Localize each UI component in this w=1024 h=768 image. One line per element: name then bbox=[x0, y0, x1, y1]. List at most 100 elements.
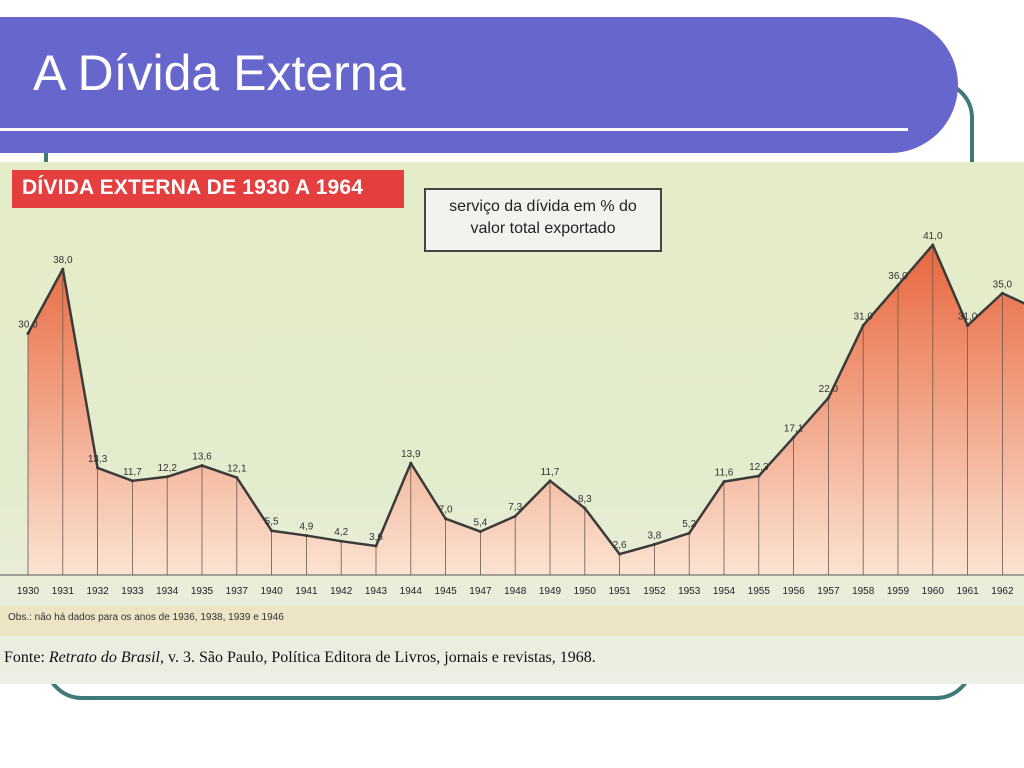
data-point bbox=[200, 464, 204, 468]
x-tick-label: 1932 bbox=[86, 586, 109, 597]
x-tick-label: 1930 bbox=[17, 586, 40, 597]
x-tick-label: 1942 bbox=[330, 586, 353, 597]
data-point bbox=[1000, 291, 1004, 295]
data-label: 31,0 bbox=[958, 311, 978, 322]
title-underline bbox=[0, 128, 908, 131]
data-label: 4,2 bbox=[334, 527, 348, 538]
data-point bbox=[478, 530, 482, 534]
data-label: 36,0 bbox=[888, 271, 908, 282]
source-prefix: Fonte: bbox=[4, 649, 49, 666]
series-line bbox=[26, 243, 1024, 556]
data-label: 8,3 bbox=[578, 494, 592, 505]
data-point bbox=[61, 267, 65, 271]
chart-title-box bbox=[12, 170, 404, 208]
data-point bbox=[548, 479, 552, 483]
obs-note: Obs.: não há dados para os anos de 1936,… bbox=[8, 612, 284, 623]
x-tick-label: 1948 bbox=[504, 586, 527, 597]
data-label: 4,9 bbox=[299, 522, 313, 533]
chart-title: DÍVIDA EXTERNA DE 1930 A 1964 bbox=[22, 176, 364, 199]
data-label: 35,0 bbox=[993, 279, 1013, 290]
data-point bbox=[652, 542, 656, 546]
data-label: 31,0 bbox=[853, 311, 873, 322]
data-label: 13,9 bbox=[401, 449, 421, 460]
data-point bbox=[618, 552, 622, 556]
x-tick-label: 1934 bbox=[156, 586, 179, 597]
data-point bbox=[130, 479, 134, 483]
x-tick-label: 1941 bbox=[295, 586, 318, 597]
data-point bbox=[513, 514, 517, 518]
data-point bbox=[861, 323, 865, 327]
data-label: 17,1 bbox=[784, 423, 804, 434]
data-label: 5,4 bbox=[473, 518, 487, 529]
x-tick-label: 1950 bbox=[574, 586, 597, 597]
data-label: 5,5 bbox=[265, 517, 279, 528]
data-point bbox=[792, 435, 796, 439]
data-label: 13,6 bbox=[192, 452, 212, 463]
x-tick-label: 1957 bbox=[817, 586, 840, 597]
chart-area bbox=[28, 244, 1024, 575]
data-point bbox=[304, 534, 308, 538]
source-rest: , v. 3. São Paulo, Política Editora de L… bbox=[160, 649, 596, 666]
x-tick-label: 1959 bbox=[887, 586, 910, 597]
x-tick-label: 1952 bbox=[643, 586, 666, 597]
data-point bbox=[931, 243, 935, 247]
data-point bbox=[409, 461, 413, 465]
data-point bbox=[374, 544, 378, 548]
x-tick-label: 1955 bbox=[748, 586, 771, 597]
x-tick-label: 1933 bbox=[121, 586, 144, 597]
data-point bbox=[583, 506, 587, 510]
data-label: 12,2 bbox=[157, 463, 177, 474]
data-label: 7,3 bbox=[508, 502, 522, 513]
obs-band bbox=[0, 606, 1024, 636]
data-point bbox=[444, 517, 448, 521]
data-label: 12,1 bbox=[227, 464, 247, 475]
x-tick-label: 1962 bbox=[991, 586, 1014, 597]
x-tick-label: 1937 bbox=[226, 586, 249, 597]
data-point bbox=[896, 283, 900, 287]
data-label: 13,3 bbox=[88, 454, 108, 465]
x-tick-label: 1953 bbox=[678, 586, 701, 597]
x-tick-label: 1949 bbox=[539, 586, 562, 597]
x-tick-label: 1958 bbox=[852, 586, 875, 597]
data-label: 12,3 bbox=[749, 462, 769, 473]
slide-title: A Dívida Externa bbox=[33, 45, 406, 101]
data-label: 3,6 bbox=[369, 532, 383, 543]
data-point bbox=[339, 539, 343, 543]
source-citation: Fonte: Retrato do Brasil, v. 3. São Paul… bbox=[4, 649, 596, 667]
data-label: 11,7 bbox=[541, 467, 560, 478]
data-label: 22,0 bbox=[819, 384, 839, 395]
data-point bbox=[966, 323, 970, 327]
legend-text: serviço da dívida em % do valor total ex… bbox=[424, 196, 662, 240]
x-tick-label: 1931 bbox=[52, 586, 75, 597]
data-point bbox=[165, 475, 169, 479]
x-tick-label: 1961 bbox=[956, 586, 979, 597]
data-label: 7,0 bbox=[439, 505, 453, 516]
data-point bbox=[757, 474, 761, 478]
x-tick-label: 1944 bbox=[400, 586, 423, 597]
data-point bbox=[722, 480, 726, 484]
data-label: 2,6 bbox=[613, 540, 627, 551]
x-tick-label: 1954 bbox=[713, 586, 736, 597]
x-tick-label: 1960 bbox=[922, 586, 945, 597]
source-title: Retrato do Brasil bbox=[48, 649, 160, 666]
data-label: 11,7 bbox=[123, 467, 142, 478]
data-label: 38,0 bbox=[53, 255, 73, 266]
data-label: 3,8 bbox=[647, 530, 661, 541]
legend-box bbox=[424, 188, 662, 252]
x-tick-label: 1935 bbox=[191, 586, 214, 597]
data-point bbox=[235, 476, 239, 480]
data-label: 41,0 bbox=[923, 231, 943, 242]
x-tick-label: 1945 bbox=[434, 586, 457, 597]
data-point bbox=[826, 396, 830, 400]
data-label: 30,0 bbox=[18, 320, 38, 331]
x-tick-label: 1940 bbox=[260, 586, 283, 597]
x-tick-label: 1947 bbox=[469, 586, 492, 597]
data-label: 11,6 bbox=[715, 468, 734, 479]
x-tick-label: 1951 bbox=[608, 586, 631, 597]
data-point bbox=[96, 466, 100, 470]
data-point bbox=[26, 332, 30, 335]
legend-line-1: serviço da dívida em % do bbox=[449, 198, 637, 215]
legend-line-2: valor total exportado bbox=[470, 220, 616, 237]
x-tick-label: 1956 bbox=[782, 586, 805, 597]
